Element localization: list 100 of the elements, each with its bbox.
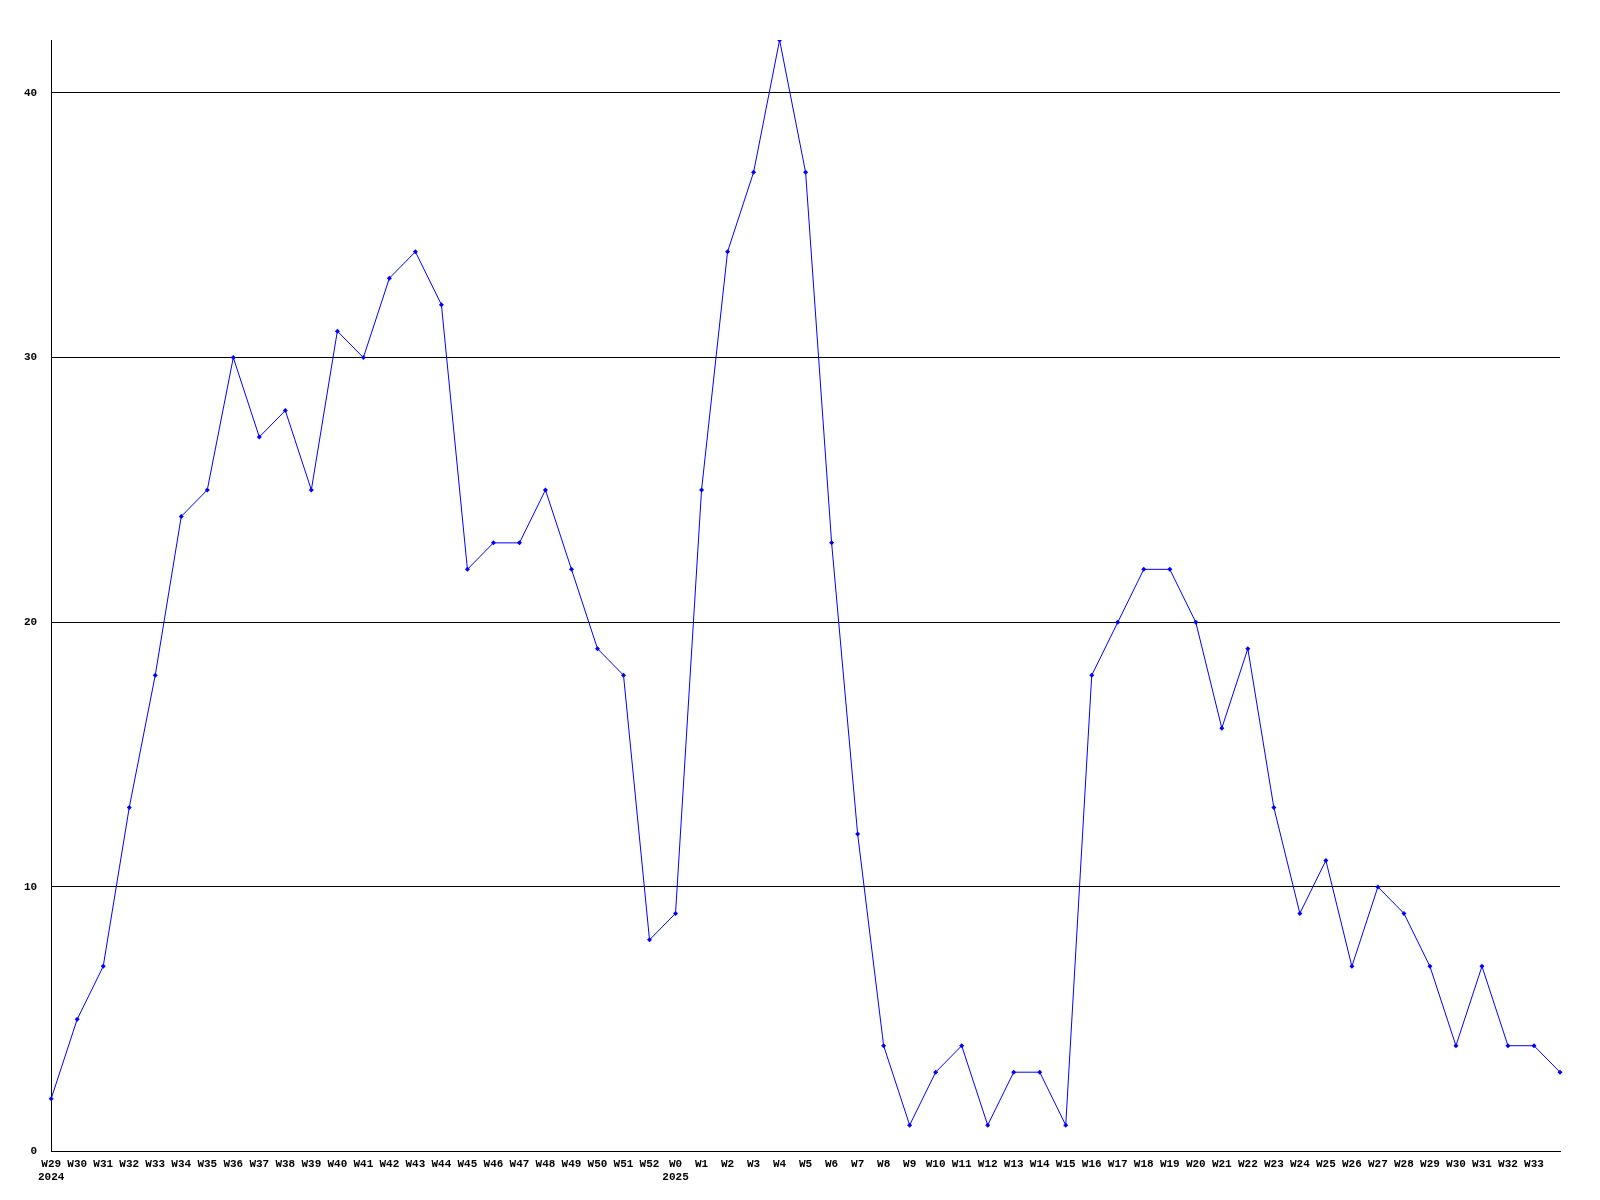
point: [360, 355, 366, 361]
x-tick-label: W11: [951, 1157, 972, 1170]
point: [464, 566, 470, 572]
point: [516, 540, 522, 546]
x-tick-label: W30: [67, 1157, 88, 1170]
x-tick-label: W36: [223, 1157, 244, 1170]
point: [1427, 963, 1433, 969]
x-tick-label: W39: [301, 1157, 322, 1170]
point: [829, 540, 835, 546]
point: [1219, 725, 1225, 731]
x-tick-label: W42: [379, 1157, 400, 1170]
point: [699, 487, 705, 493]
x-tick-label: W8: [877, 1157, 891, 1170]
x-tick-label: W35: [197, 1157, 218, 1170]
x-tick-label: W28: [1394, 1157, 1415, 1170]
x-tick-label: W0 2025: [662, 1157, 690, 1184]
point: [1245, 646, 1251, 652]
x-tick-label: W26: [1341, 1157, 1362, 1170]
point: [1375, 884, 1381, 890]
y-tick-label: 30: [24, 351, 38, 364]
point: [1479, 963, 1485, 969]
point: [1557, 1069, 1563, 1075]
point: [907, 1122, 913, 1128]
x-tick-label: W1: [694, 1157, 709, 1170]
x-tick-label: W14: [1029, 1157, 1051, 1170]
x-tick-label: W32: [1498, 1157, 1518, 1170]
x-tick-label: W18: [1133, 1157, 1155, 1170]
point: [204, 487, 210, 493]
x-tick-label: W16: [1081, 1157, 1102, 1170]
point: [1505, 1043, 1511, 1049]
point: [751, 169, 757, 175]
point: [855, 831, 861, 837]
y-tick-label: 0: [30, 1145, 38, 1158]
x-tick-label: W23: [1263, 1157, 1285, 1170]
x-tick-label: W32: [119, 1157, 140, 1170]
point: [256, 434, 262, 440]
y-tick-label: 40: [24, 86, 38, 99]
point: [438, 302, 444, 308]
x-tick-label: W33: [1524, 1157, 1545, 1170]
x-tick-label: W19: [1159, 1157, 1180, 1170]
x-tick-label: W40: [327, 1157, 348, 1170]
point: [1349, 963, 1355, 969]
point: [933, 1069, 939, 1075]
point: [1167, 566, 1173, 572]
x-tick-label: W31: [93, 1157, 114, 1170]
point: [673, 910, 679, 916]
x-tick-label: W29: [1420, 1157, 1440, 1170]
x-tick-label: W2: [720, 1157, 735, 1170]
x-tick-label: W5: [799, 1157, 813, 1170]
point: [126, 805, 132, 811]
x-tick-label: W15: [1055, 1157, 1077, 1170]
x-tick-label: W48: [535, 1157, 556, 1170]
point: [282, 408, 288, 414]
point: [100, 963, 106, 969]
point: [881, 1043, 887, 1049]
x-tick-label: W4: [772, 1157, 787, 1170]
x-tick-label: W17: [1107, 1157, 1128, 1170]
x-tick-label: W38: [275, 1157, 296, 1170]
point: [1271, 805, 1277, 811]
x-tick-label: W6: [825, 1157, 839, 1170]
y-tick-label: 20: [24, 616, 38, 629]
x-tick-label: W43: [405, 1157, 426, 1170]
point: [1037, 1069, 1043, 1075]
point: [308, 487, 314, 493]
x-tick-label: W52: [639, 1157, 660, 1170]
x-tick-label: W51: [613, 1157, 634, 1170]
point: [725, 249, 731, 255]
x-tick-label: W41: [353, 1157, 374, 1170]
point: [1141, 566, 1147, 572]
point: [985, 1122, 991, 1128]
point: [1115, 619, 1121, 625]
point: [152, 672, 158, 678]
x-tick-label: W12: [977, 1157, 998, 1170]
point: [230, 355, 236, 361]
point: [1323, 857, 1329, 863]
x-tick-label: W49: [561, 1157, 582, 1170]
point: [803, 169, 809, 175]
point: [1531, 1043, 1537, 1049]
x-tick-label: W47: [509, 1157, 530, 1170]
x-tick-label: W24: [1289, 1157, 1311, 1170]
x-tick-label: W45: [457, 1157, 478, 1170]
point: [334, 328, 340, 334]
x-tick-label: W13: [1003, 1157, 1025, 1170]
point: [1453, 1043, 1459, 1049]
x-tick-label: W30: [1446, 1157, 1466, 1170]
x-tick-label: W10: [925, 1157, 946, 1170]
point: [594, 646, 600, 652]
x-tick-label: W29 2024: [38, 1157, 65, 1184]
point: [48, 1096, 54, 1102]
point: [542, 487, 548, 493]
point: [1401, 910, 1407, 916]
x-tick-label: W34: [171, 1157, 192, 1170]
x-tick-label: W22: [1237, 1157, 1258, 1170]
point: [1063, 1122, 1069, 1128]
x-tick-label: W31: [1472, 1157, 1493, 1170]
x-tick-label: W27: [1368, 1157, 1388, 1170]
point: [1089, 672, 1095, 678]
point: [412, 249, 418, 255]
x-tick-label: W21: [1211, 1157, 1233, 1170]
x-tick-label: W46: [483, 1157, 504, 1170]
